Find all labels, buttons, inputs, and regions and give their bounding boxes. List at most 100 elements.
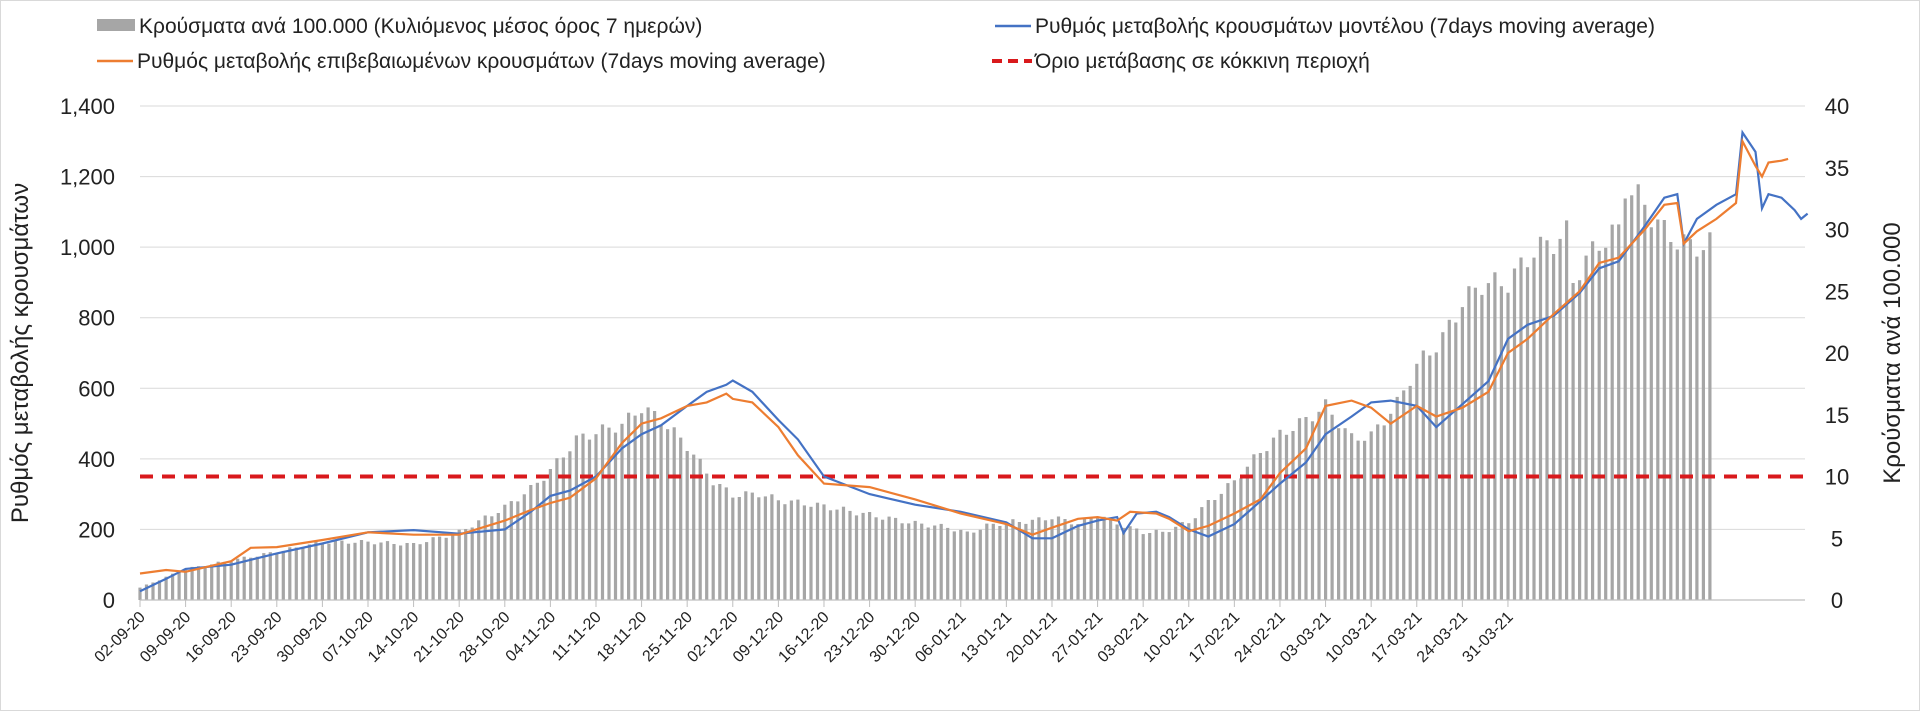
bar [249, 557, 253, 600]
bar [959, 529, 963, 600]
bar [1408, 385, 1412, 600]
bar [144, 584, 149, 600]
bar [978, 529, 982, 600]
bar [965, 531, 969, 600]
bar [1109, 517, 1113, 600]
bar [640, 413, 644, 600]
bar [1180, 522, 1184, 600]
bar [1402, 390, 1406, 600]
bar [1369, 431, 1373, 600]
right-tick-label: 5 [1831, 526, 1843, 551]
bar [203, 566, 207, 600]
bar [464, 529, 468, 600]
bar [737, 497, 741, 600]
bar [1545, 240, 1549, 601]
bar [190, 566, 194, 600]
bar [685, 451, 689, 600]
bar [1252, 454, 1256, 600]
bar [509, 501, 513, 600]
bar [920, 523, 924, 600]
bar [1324, 399, 1328, 600]
bar [900, 523, 904, 600]
bar [1135, 528, 1139, 600]
bar [1004, 522, 1008, 600]
bar [1232, 480, 1236, 600]
bar [1291, 431, 1295, 600]
bar [1415, 363, 1419, 600]
left-tick-label: 200 [78, 517, 115, 542]
bar [868, 512, 872, 600]
bar [1467, 286, 1471, 600]
bar [1245, 466, 1249, 600]
bar [587, 439, 592, 600]
bar [1226, 483, 1230, 600]
bar [835, 509, 839, 600]
right-tick-label: 30 [1825, 218, 1849, 243]
left-axis-label: Ρυθμός μεταβολής κρουσμάτων [7, 183, 34, 523]
left-tick-label: 400 [78, 447, 115, 472]
bar [1363, 440, 1367, 600]
left-tick-label: 800 [78, 306, 115, 331]
bar [854, 515, 859, 600]
bar [1271, 437, 1276, 600]
bar [503, 504, 507, 600]
bar [783, 504, 787, 600]
bar [1428, 355, 1432, 600]
bar [1024, 523, 1028, 600]
bar [1610, 224, 1614, 600]
bar [490, 516, 494, 600]
bar [1708, 232, 1712, 601]
bar [1630, 195, 1634, 601]
bar [255, 556, 259, 600]
right-tick-label: 35 [1825, 156, 1849, 181]
bars-series [138, 184, 1712, 601]
left-tick-label: 1,200 [60, 165, 115, 190]
bar [138, 587, 142, 600]
bar [1174, 526, 1178, 600]
right-tick-label: 15 [1825, 403, 1849, 428]
bar [444, 537, 448, 600]
bar [815, 502, 820, 600]
bar [1506, 292, 1510, 600]
bar [672, 427, 676, 600]
bar [151, 582, 155, 600]
bar [822, 504, 826, 600]
bar [346, 543, 351, 600]
bar [972, 532, 976, 600]
bar [946, 527, 950, 600]
bar [1310, 421, 1315, 600]
bar [301, 548, 305, 600]
bar [522, 494, 526, 600]
bar [1656, 219, 1660, 600]
legend-label-bars: Κρούσματα ανά 100.000 (Κυλιόμενος μέσος … [139, 15, 702, 38]
bar [1076, 524, 1080, 600]
bar [157, 580, 162, 600]
bar [809, 506, 813, 600]
bar [1486, 283, 1490, 600]
bar [1552, 254, 1556, 600]
bar [1213, 500, 1217, 600]
bar [1141, 534, 1145, 600]
right-tick-label: 40 [1825, 94, 1849, 119]
bar [1447, 319, 1451, 600]
bar [1480, 294, 1484, 600]
bar [627, 412, 631, 600]
bar [535, 482, 539, 600]
bar [1649, 227, 1653, 601]
bar [229, 561, 233, 600]
bar [724, 487, 728, 600]
bar [1558, 238, 1562, 600]
bar [1122, 527, 1126, 600]
bar [607, 427, 611, 600]
bar [366, 541, 370, 600]
bar [561, 457, 565, 600]
bar [1473, 287, 1477, 600]
bar [933, 525, 937, 600]
bar [1376, 424, 1380, 600]
bar [881, 519, 885, 600]
bar [1037, 517, 1041, 600]
bar [1219, 493, 1223, 600]
bar [633, 415, 637, 600]
bar [1350, 433, 1354, 600]
bar [789, 500, 793, 600]
